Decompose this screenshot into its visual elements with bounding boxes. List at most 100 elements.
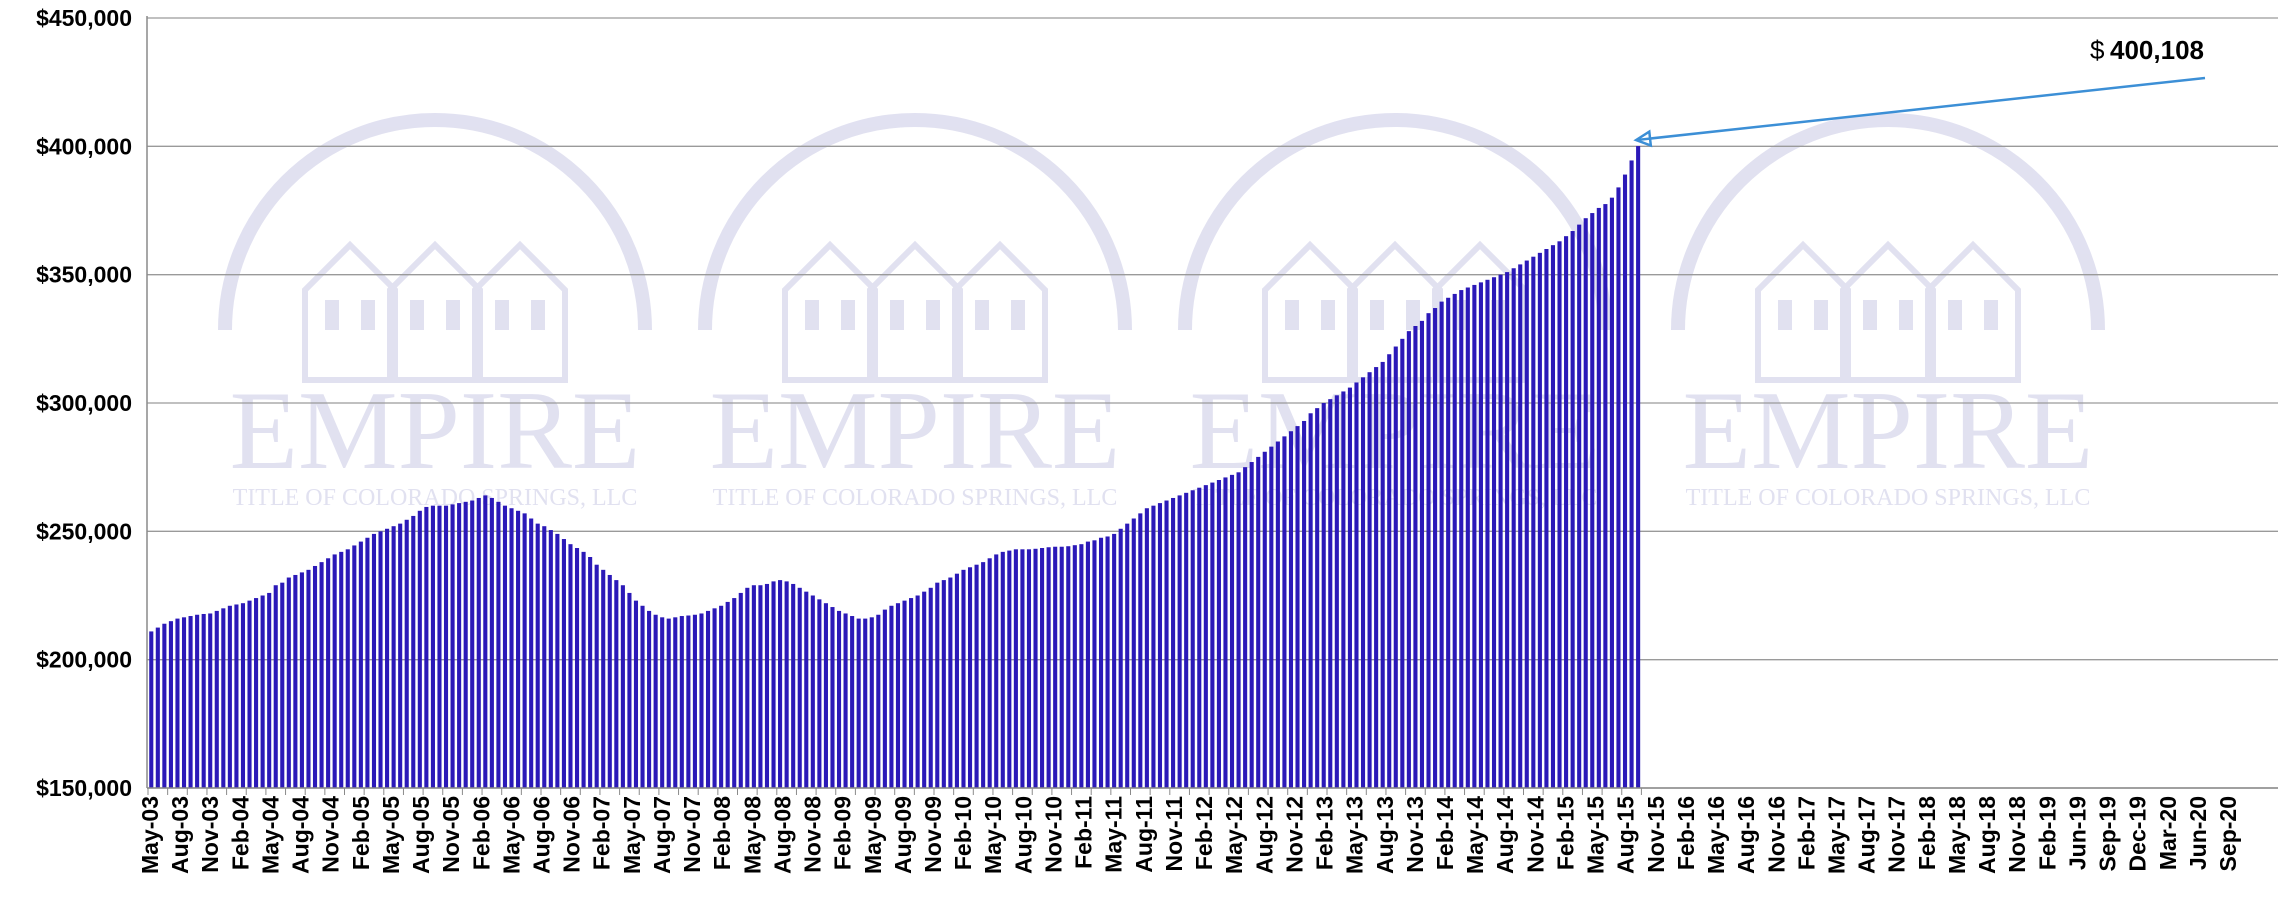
bar xyxy=(450,504,455,788)
bar xyxy=(1550,245,1556,788)
x-tick-labels: May-03 Aug-03 Nov-03 Feb-04 May-04 Aug-04 Nov-… xyxy=(137,796,2241,874)
bar xyxy=(751,585,756,788)
x-tick-label: Nov-08 xyxy=(800,796,826,873)
x-tick-label: Feb-12 xyxy=(1191,796,1217,870)
bar xyxy=(1184,492,1189,788)
bar xyxy=(1315,408,1320,788)
bar xyxy=(561,539,566,788)
x-tick-label: Nov-18 xyxy=(2004,796,2030,873)
x-tick-label: Feb-06 xyxy=(468,796,494,870)
annotation-prefix: $ xyxy=(2090,35,2105,65)
bar xyxy=(1518,264,1523,788)
y-tick-label: $450,000 xyxy=(36,5,132,31)
bar xyxy=(1157,503,1163,788)
bar xyxy=(1079,544,1084,788)
x-tick-label: Aug-17 xyxy=(1854,796,1880,874)
bar xyxy=(293,574,298,788)
annotation-value: 400,108 xyxy=(2110,35,2204,65)
house-icon xyxy=(302,240,398,383)
bar xyxy=(1603,204,1608,788)
bar xyxy=(902,600,907,788)
bar xyxy=(1452,293,1457,788)
bar xyxy=(941,580,946,788)
bar xyxy=(470,500,475,788)
house-icon xyxy=(782,240,878,383)
bar xyxy=(1197,487,1202,788)
x-tick-label: Nov-07 xyxy=(679,796,705,873)
bar xyxy=(463,501,468,788)
bar xyxy=(555,533,560,788)
bar xyxy=(627,592,632,788)
bar xyxy=(221,608,226,788)
bar xyxy=(889,605,894,788)
bar xyxy=(306,569,311,788)
x-tick-label: Jun-20 xyxy=(2185,796,2211,870)
bar xyxy=(1026,549,1032,788)
x-tick-label: Nov-17 xyxy=(1884,796,1910,873)
y-tick-label: $250,000 xyxy=(36,518,132,544)
bar xyxy=(155,627,160,788)
bar xyxy=(1144,508,1149,788)
bar xyxy=(633,600,639,788)
bar xyxy=(476,497,481,788)
x-tick-label: Feb-08 xyxy=(709,796,735,870)
watermark-arc xyxy=(698,113,1132,331)
bar xyxy=(850,616,855,788)
bar xyxy=(1413,326,1418,788)
bar xyxy=(1478,282,1483,788)
x-tick-label: May-10 xyxy=(980,796,1006,874)
bar xyxy=(319,562,324,788)
watermark-subtitle: TITLE OF COLORADO SPRINGS, LLC xyxy=(233,485,638,511)
bar xyxy=(496,501,501,788)
bar xyxy=(745,587,750,788)
house-icon xyxy=(1262,240,1358,383)
bar xyxy=(430,505,435,788)
x-tick-label: May-14 xyxy=(1462,796,1488,874)
x-tick-label: Aug-03 xyxy=(167,796,193,874)
bar xyxy=(758,585,763,788)
bar xyxy=(1328,399,1333,788)
house-icon xyxy=(472,240,568,383)
bar xyxy=(280,582,285,788)
bar xyxy=(1498,274,1503,788)
bar xyxy=(1020,549,1025,788)
bar xyxy=(1249,462,1254,788)
bar xyxy=(542,526,547,788)
bar xyxy=(935,582,940,788)
bar xyxy=(358,541,363,788)
bar xyxy=(660,617,665,788)
x-tick-label: Nov-12 xyxy=(1281,796,1307,873)
bar xyxy=(1544,249,1549,788)
bar xyxy=(823,603,828,788)
bar xyxy=(175,618,180,788)
bar xyxy=(1288,431,1294,788)
watermark-subtitle: TITLE OF COLORADO SPRINGS, LLC xyxy=(713,485,1118,511)
bar xyxy=(1321,403,1326,788)
window-icon xyxy=(926,300,940,330)
house-icon xyxy=(1925,240,2021,383)
watermark-subtitle: TITLE OF COLORADO SPRINGS, LLC xyxy=(1686,485,2091,511)
bar xyxy=(764,583,770,788)
bar xyxy=(620,585,625,788)
bar xyxy=(1138,513,1143,788)
x-tick-label: May-03 xyxy=(137,796,163,874)
bar xyxy=(961,569,966,788)
x-tick-label: Sep-20 xyxy=(2215,796,2241,871)
bar xyxy=(915,595,920,788)
house-icon xyxy=(1755,240,1851,383)
bar xyxy=(1446,297,1451,788)
bar xyxy=(1616,187,1621,788)
bar xyxy=(1203,485,1208,788)
bar xyxy=(1262,451,1267,788)
bar xyxy=(1046,547,1051,788)
bar xyxy=(791,583,796,788)
window-icon xyxy=(1406,300,1420,330)
window-icon xyxy=(1285,300,1299,330)
bar xyxy=(273,585,278,788)
bar xyxy=(181,617,187,788)
x-tick-label: Feb-05 xyxy=(348,796,374,870)
bar xyxy=(928,587,933,788)
window-icon xyxy=(975,300,989,330)
x-tick-label: May-07 xyxy=(619,796,645,874)
